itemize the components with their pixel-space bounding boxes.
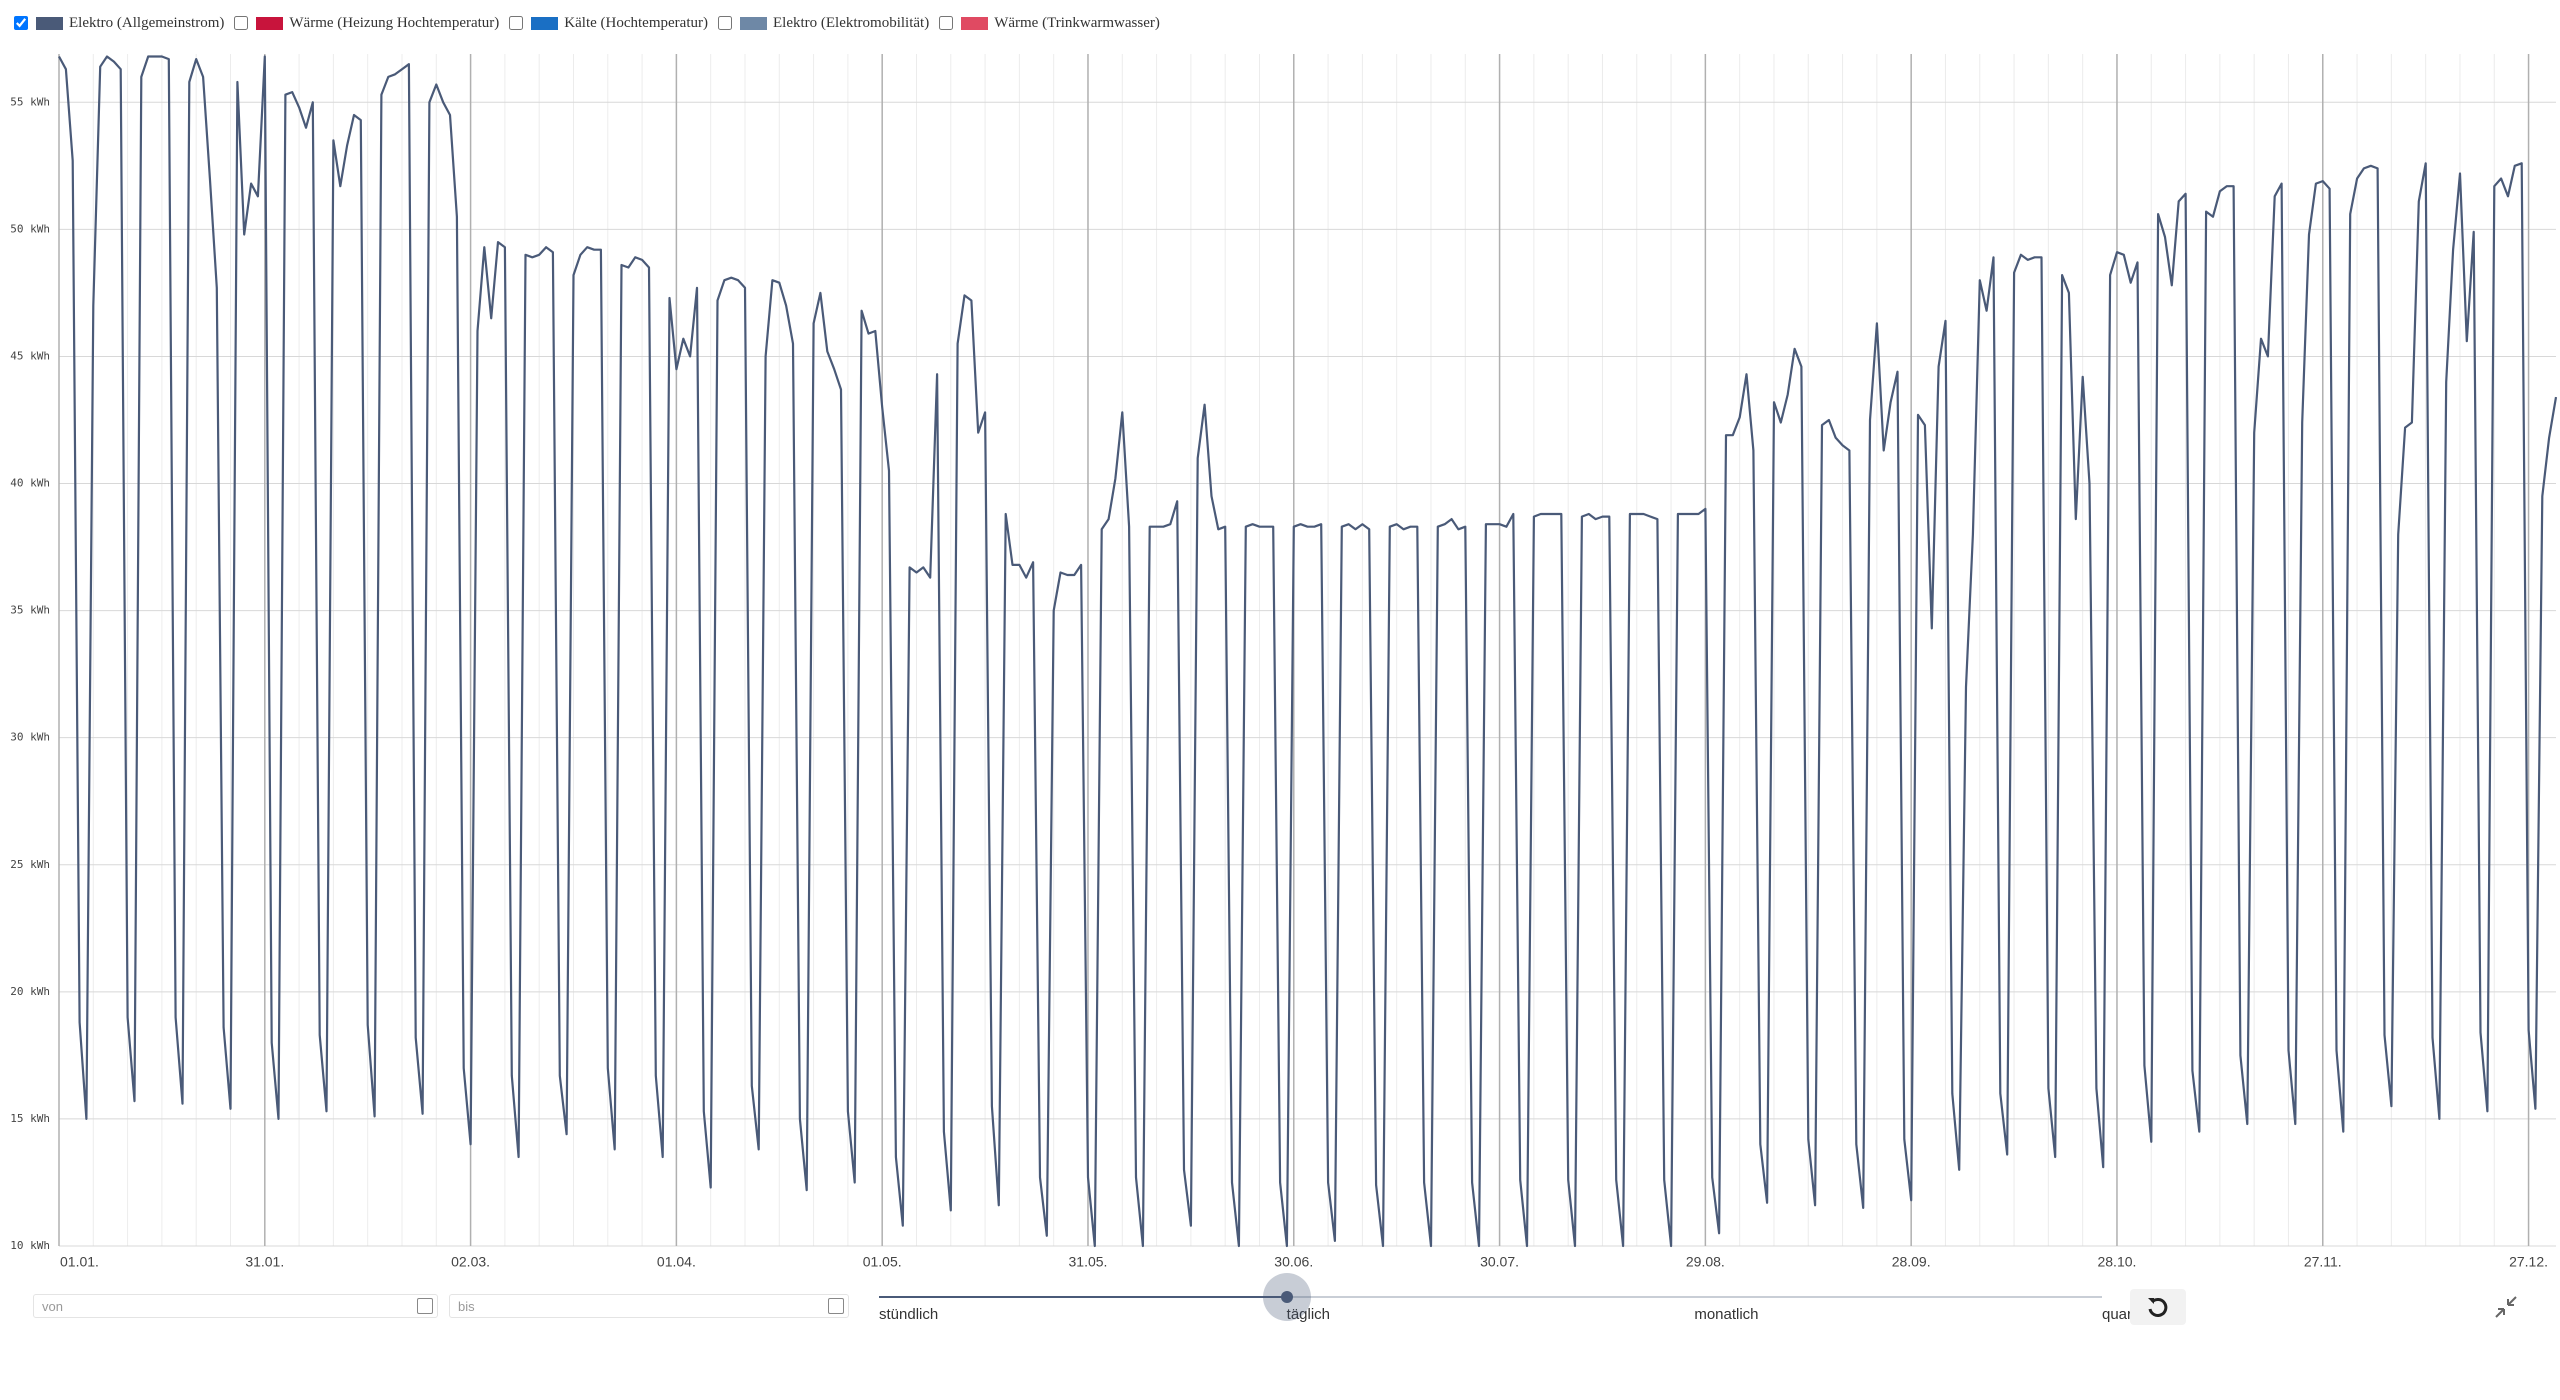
y-tick-label: 35 kWh [10,604,50,617]
legend-label: Elektro (Allgemeinstrom) [69,14,225,31]
legend-checkbox[interactable] [234,16,249,30]
legend-checkbox[interactable] [939,16,954,30]
slider-handle-dot [1280,1291,1293,1303]
x-tick-label: 01.04. [657,1254,696,1270]
legend-item[interactable]: Wärme (Trinkwarmwasser) [939,15,1160,32]
y-tick-label: 40 kWh [10,477,50,490]
x-tick-label: 30.07. [1480,1254,1519,1270]
reset-button[interactable] [2130,1289,2186,1325]
legend-label: Wärme (Trinkwarmwasser) [994,14,1160,31]
resolution-label[interactable]: quar [2102,1306,2133,1323]
legend: Elektro (Allgemeinstrom) Wärme (Heizung H… [14,10,1170,36]
x-tick-label: 30.06. [1274,1254,1313,1270]
legend-checkbox[interactable] [717,16,732,30]
legend-checkbox[interactable] [509,16,524,30]
series-line [58,55,2558,1248]
resolution-label[interactable]: monatlich [1694,1306,1759,1323]
from-input[interactable]: von [33,1294,438,1318]
y-tick-label: 45 kWh [10,349,50,362]
legend-label: Elektro (Elektromobilität) [772,14,930,31]
x-tick-label: 31.01. [245,1254,284,1270]
legend-item[interactable]: Elektro (Allgemeinstrom) [14,15,224,32]
x-tick-label: 27.11. [2304,1254,2342,1270]
x-tick-label: 28.09. [1892,1254,1931,1270]
collapse-button[interactable] [2493,1294,2519,1320]
y-tick-label: 55 kWh [10,95,50,108]
y-tick-label: 15 kWh [10,1112,50,1125]
from-placeholder: von [42,1299,63,1314]
legend-swatch [961,16,989,30]
legend-item[interactable]: Elektro (Elektromobilität) [717,14,930,32]
slider-track [879,1296,2102,1298]
x-tick-label: 27.12. [2509,1254,2548,1270]
calendar-icon[interactable] [828,1298,844,1314]
legend-item[interactable]: Kälte (Hochtemperatur) [509,15,708,32]
calendar-icon[interactable] [417,1298,433,1314]
x-tick-label: 01.01. [60,1254,99,1270]
legend-swatch [739,16,767,30]
legend-item[interactable]: Wärme (Heizung Hochtemperatur) [234,15,499,32]
legend-swatch [256,16,284,30]
x-tick-label: 29.08. [1686,1254,1725,1270]
x-tick-label: 28.10. [2097,1254,2136,1270]
legend-label: Wärme (Heizung Hochtemperatur) [289,14,500,31]
to-placeholder: bis [458,1299,475,1314]
slider-handle[interactable] [1262,1273,1311,1321]
x-tick-label: 31.05. [1069,1254,1108,1270]
y-tick-label: 30 kWh [10,731,50,744]
legend-swatch [36,16,63,30]
chart: 10 kWh 15 kWh 20 kWh 25 kWh 30 kWh 35 kWh 40 k… [10,54,2558,1270]
reset-icon [2148,1297,2168,1317]
x-tick-label: 02.03. [451,1254,490,1270]
legend-swatch [531,16,559,30]
legend-label: Kälte (Hochtemperatur) [564,14,708,31]
x-tick-label: 01.05. [863,1254,902,1270]
to-input[interactable]: bis [449,1294,849,1318]
legend-checkbox[interactable] [14,16,28,30]
y-tick-label: 10 kWh [10,1239,50,1252]
resolution-label[interactable]: täglich [1286,1306,1331,1323]
y-tick-label: 50 kWh [10,222,50,235]
y-tick-label: 25 kWh [10,858,50,871]
resolution-label[interactable]: stündlich [879,1306,939,1323]
y-tick-label: 20 kWh [10,985,50,998]
slider-fill [879,1296,1287,1298]
